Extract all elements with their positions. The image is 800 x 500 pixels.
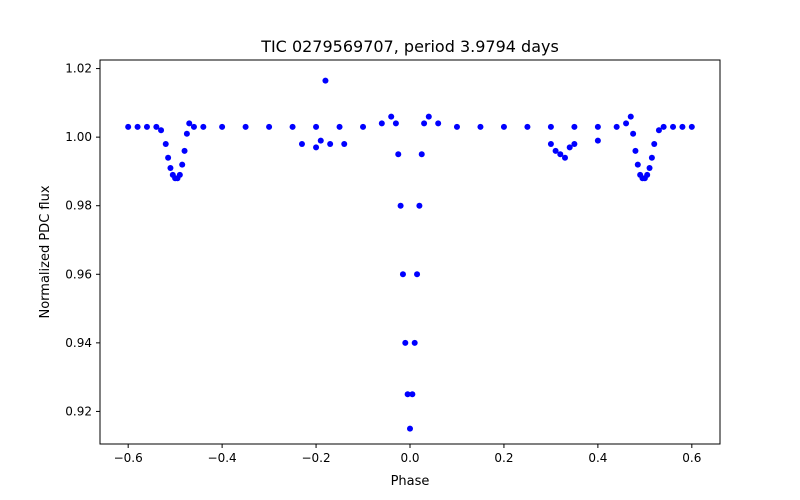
light-curve-point: [200, 123, 207, 130]
light-curve-point: [219, 123, 226, 130]
y-tick-label: 0.98: [65, 199, 92, 213]
light-curve-point: [632, 147, 639, 154]
light-curve-point: [125, 123, 132, 130]
light-curve-point: [409, 391, 416, 398]
light-curve-point: [660, 123, 667, 130]
y-tick-label: 0.94: [65, 336, 92, 350]
light-curve-point: [158, 127, 165, 134]
light-curve-point: [477, 123, 484, 130]
light-curve-point: [418, 151, 425, 158]
outliers-point: [547, 141, 554, 147]
light-curve-point: [143, 123, 150, 130]
light-curve-point: [646, 165, 653, 171]
light-curve-point: [627, 113, 634, 120]
outliers-point: [317, 137, 324, 144]
light-curve-point: [397, 202, 404, 209]
outliers-point: [571, 141, 578, 147]
outliers-point: [562, 154, 568, 161]
y-axis-label: Normalized PDC flux: [38, 185, 53, 318]
outliers-point: [552, 147, 559, 154]
light-curve-point: [313, 123, 320, 130]
light-curve-point: [378, 120, 385, 127]
light-curve-point: [165, 154, 172, 161]
light-curve-point: [679, 123, 686, 130]
light-curve-point: [395, 151, 402, 158]
outliers-point: [566, 144, 573, 151]
light-curve-point: [179, 161, 186, 168]
x-axis-label: Phase: [391, 474, 430, 489]
light-curve-point: [392, 120, 399, 127]
light-curve-point: [688, 123, 695, 130]
x-tick-label: 0.0: [400, 451, 419, 465]
light-curve-point: [648, 154, 655, 161]
x-tick-label: −0.4: [208, 451, 237, 465]
light-curve-point: [153, 123, 160, 130]
light-curve-point: [266, 123, 273, 130]
x-tick-label: 0.6: [682, 451, 701, 465]
light-curve-point: [176, 171, 183, 178]
light-curve-point: [407, 425, 413, 432]
y-tick-label: 1.02: [65, 62, 92, 76]
y-tick-label: 0.92: [65, 404, 92, 418]
x-axis-ticks: −0.6 −0.4 −0.2 0.0 0.2 0.4 0.6: [114, 444, 701, 465]
x-tick-label: −0.2: [301, 451, 330, 465]
light-curve-point: [411, 339, 418, 346]
light-curve-point: [242, 123, 249, 130]
light-curve-point: [655, 127, 662, 134]
light-curve-point: [162, 141, 169, 147]
light-curve-point: [399, 271, 406, 278]
light-curve-point: [644, 171, 651, 178]
y-axis-ticks: 0.92 0.94 0.96 0.98 1.00 1.02: [65, 62, 100, 418]
light-curve-point: [651, 141, 658, 147]
light-curve-point: [416, 202, 423, 209]
light-curve-point: [402, 339, 409, 346]
outliers-point: [341, 141, 348, 147]
outliers-point: [557, 151, 564, 158]
light-curve-point: [186, 120, 193, 127]
outliers-point: [327, 141, 334, 147]
outliers-point: [322, 77, 329, 84]
light-curve-point: [289, 123, 296, 130]
light-curve-point: [524, 123, 531, 130]
data-points: [125, 77, 695, 432]
light-curve-point: [388, 113, 395, 120]
light-curve-point: [404, 391, 411, 398]
light-curve-point: [547, 123, 554, 130]
outliers-point: [313, 144, 320, 151]
light-curve-point: [613, 123, 620, 130]
light-curve-point: [435, 120, 442, 127]
y-tick-label: 1.00: [65, 130, 92, 144]
light-curve-point: [414, 271, 421, 278]
y-tick-label: 0.96: [65, 267, 92, 281]
light-curve-point: [634, 161, 641, 168]
light-curve-point: [594, 123, 601, 130]
light-curve-point: [500, 123, 507, 130]
light-curve-point: [571, 123, 578, 130]
light-curve-point: [134, 123, 141, 130]
light-curve-point: [453, 123, 460, 130]
light-curve-point: [421, 120, 428, 127]
x-tick-label: 0.4: [588, 451, 607, 465]
light-curve-point: [183, 130, 190, 137]
light-curve-point: [360, 123, 367, 130]
light-curve-point: [425, 113, 432, 120]
x-tick-label: −0.6: [114, 451, 143, 465]
light-curve-point: [630, 130, 637, 137]
light-curve-point: [670, 123, 677, 130]
outliers-point: [298, 141, 305, 147]
light-curve-point: [181, 147, 188, 154]
light-curve-point: [623, 120, 630, 127]
light-curve-point: [336, 123, 343, 130]
light-curve-point: [167, 165, 174, 171]
x-tick-label: 0.2: [494, 451, 513, 465]
light-curve-point: [190, 123, 197, 130]
chart-title: TIC 0279569707, period 3.9794 days: [260, 37, 559, 56]
outliers-point: [594, 137, 601, 144]
